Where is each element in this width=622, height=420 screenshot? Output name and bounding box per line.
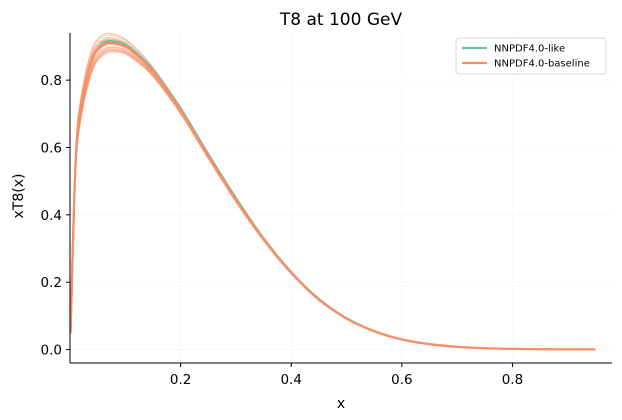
legend-box xyxy=(455,37,607,75)
series-line-1 xyxy=(69,41,596,351)
replica-line-7 xyxy=(70,42,596,350)
replica-line-30 xyxy=(70,32,596,350)
replica-line-38 xyxy=(70,33,596,350)
replica-line-26 xyxy=(70,49,596,350)
legend-label-0: NNPDF4.0-like xyxy=(494,44,565,55)
y-tick-label-2: 0.4 xyxy=(41,208,62,224)
replica-line-56 xyxy=(70,49,596,350)
series-line-0 xyxy=(69,39,596,351)
replica-line-37 xyxy=(70,34,596,350)
replica-line-14 xyxy=(70,43,596,350)
replica-line-55 xyxy=(70,47,596,350)
y-tick-label-4: 0.8 xyxy=(41,73,62,89)
replica-line-44 xyxy=(70,46,596,350)
y-tick-label-0: 0.0 xyxy=(41,343,62,359)
replica-line-23 xyxy=(70,42,596,350)
replica-line-43 xyxy=(70,38,596,350)
replica-line-39 xyxy=(70,37,596,350)
replica-line-8 xyxy=(70,38,596,350)
replica-line-47 xyxy=(70,50,596,350)
replica-line-53 xyxy=(70,37,596,350)
replica-line-27 xyxy=(70,43,596,350)
replica-band xyxy=(70,32,596,350)
replica-line-6 xyxy=(70,39,596,350)
replica-line-34 xyxy=(70,47,596,350)
replica-line-51 xyxy=(70,34,596,350)
replica-line-36 xyxy=(70,46,596,350)
replica-line-9 xyxy=(70,41,596,350)
replica-line-50 xyxy=(70,49,596,350)
replica-line-21 xyxy=(70,50,596,350)
replica-line-58 xyxy=(70,41,596,350)
x-tick-label-2: 0.6 xyxy=(391,372,412,388)
chart-title: T8 at 100 GeV xyxy=(279,10,403,30)
replica-line-10 xyxy=(70,49,596,350)
replica-line-49 xyxy=(70,40,596,350)
y-axis-ticks: 0.0 0.2 0.4 0.6 0.8 xyxy=(41,73,70,359)
replica-line-15 xyxy=(70,38,596,350)
series-lines xyxy=(69,39,596,351)
y-tick-label-1: 0.2 xyxy=(41,275,62,291)
replica-line-12 xyxy=(70,49,596,350)
replica-line-40 xyxy=(70,41,596,350)
replica-line-33 xyxy=(70,43,596,350)
replica-line-25 xyxy=(70,36,596,350)
replica-line-16 xyxy=(70,48,596,350)
replica-line-5 xyxy=(70,46,596,350)
replica-line-35 xyxy=(70,37,596,350)
y-axis-label: xT8(x) xyxy=(11,174,27,219)
replica-line-19 xyxy=(70,49,596,350)
legend: NNPDF4.0-like NNPDF4.0-baseline xyxy=(455,37,607,75)
replica-line-17 xyxy=(70,43,596,350)
replica-line-11 xyxy=(70,32,596,350)
replica-line-46 xyxy=(70,40,596,350)
replica-line-1 xyxy=(70,50,596,350)
replica-line-3 xyxy=(70,50,596,350)
replica-line-4 xyxy=(70,40,596,350)
x-tick-label-0: 0.2 xyxy=(170,372,191,388)
x-axis-label: x xyxy=(337,396,345,412)
replica-line-22 xyxy=(70,47,596,350)
x-tick-label-1: 0.4 xyxy=(280,372,301,388)
replica-line-42 xyxy=(70,48,596,350)
replica-line-41 xyxy=(70,45,596,350)
replica-line-29 xyxy=(70,38,596,350)
replica-line-48 xyxy=(70,43,596,350)
replica-line-32 xyxy=(70,43,596,350)
replica-line-59 xyxy=(70,35,596,350)
replica-line-52 xyxy=(70,51,596,350)
x-axis-ticks: 0.2 0.4 0.6 0.8 xyxy=(170,363,523,388)
replica-line-31 xyxy=(70,43,596,350)
replica-line-18 xyxy=(70,41,596,350)
grid-lines xyxy=(70,33,612,363)
legend-label-1: NNPDF4.0-baseline xyxy=(494,59,590,70)
replica-line-54 xyxy=(70,38,596,350)
replica-line-20 xyxy=(70,45,596,350)
replica-line-24 xyxy=(70,40,596,350)
replica-line-57 xyxy=(70,50,596,350)
replica-line-28 xyxy=(70,51,596,350)
y-tick-label-3: 0.6 xyxy=(41,140,62,156)
x-tick-label-3: 0.8 xyxy=(502,372,523,388)
replica-line-45 xyxy=(70,52,596,350)
axes xyxy=(69,33,612,364)
replica-line-0 xyxy=(70,42,596,350)
replica-line-13 xyxy=(70,32,596,350)
replica-line-2 xyxy=(70,43,596,350)
